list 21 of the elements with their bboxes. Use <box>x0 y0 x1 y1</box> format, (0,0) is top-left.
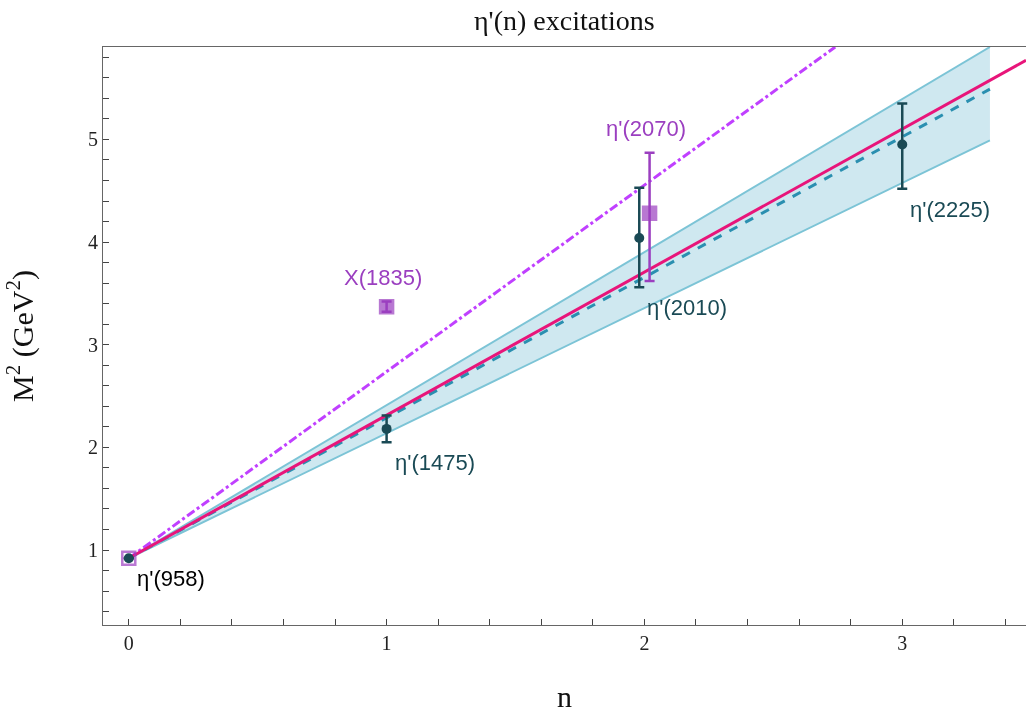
y-tick-label: 5 <box>88 128 98 151</box>
x-axis-title: n <box>557 680 572 713</box>
y-tick-label: 2 <box>88 436 98 459</box>
point <box>897 139 908 150</box>
annotation: η'(2225) <box>910 197 991 222</box>
y-tick-label: 1 <box>88 539 98 562</box>
point <box>634 232 645 243</box>
x-tick-label: 1 <box>381 632 392 654</box>
point <box>641 205 658 222</box>
point <box>381 423 392 434</box>
chart-title: η'(n) excitations <box>473 5 655 37</box>
annotation: η'(2010) <box>647 295 728 320</box>
x-tick-label: 2 <box>639 632 650 654</box>
annotation: η'(1475) <box>395 450 476 475</box>
y-tick-label: 4 <box>88 231 98 254</box>
x-tick-label: 0 <box>123 632 134 654</box>
annotation: η'(958) <box>137 566 205 591</box>
annotation: η'(2070) <box>606 116 687 141</box>
y-tick-label: 3 <box>88 333 98 356</box>
x-tick-label: 3 <box>897 632 908 654</box>
annotation: X(1835) <box>344 265 423 290</box>
